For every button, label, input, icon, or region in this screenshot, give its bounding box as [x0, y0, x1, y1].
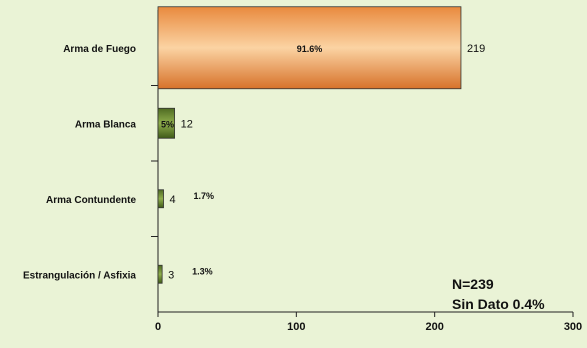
category-label: Arma Blanca	[75, 119, 137, 130]
bar-2	[157, 189, 164, 209]
category-label: Estrangulación / Asfixia	[23, 270, 136, 281]
value-label: 4	[170, 194, 176, 206]
x-tick-label: 100	[287, 321, 305, 333]
x-tick-label: 200	[425, 321, 443, 333]
percent-label: 5%	[161, 119, 174, 129]
category-label: Arma Contundente	[46, 195, 136, 206]
x-axis-ticks: 0 100 200 300	[155, 312, 582, 333]
percent-label: 91.6%	[297, 44, 323, 54]
bar-1	[157, 107, 176, 139]
percent-label: 1.3%	[192, 266, 213, 276]
value-label: 219	[467, 43, 485, 55]
annotation-n: N=239	[452, 276, 494, 292]
labels: Arma de Fuego 219 91.6% Arma Blanca 12 5% Arma…	[23, 43, 485, 282]
value-label: 12	[181, 118, 193, 130]
category-ticks	[151, 85, 158, 237]
category-label: Arma de Fuego	[63, 44, 136, 55]
percent-label: 1.7%	[194, 191, 215, 201]
x-tick-label: 300	[564, 321, 582, 333]
bars	[157, 6, 462, 284]
annotation-sin-dato: Sin Dato 0.4%	[452, 296, 545, 312]
bar-0	[157, 6, 462, 90]
value-label: 3	[168, 269, 174, 281]
x-tick-label: 0	[155, 321, 161, 333]
bar-3	[157, 264, 163, 284]
